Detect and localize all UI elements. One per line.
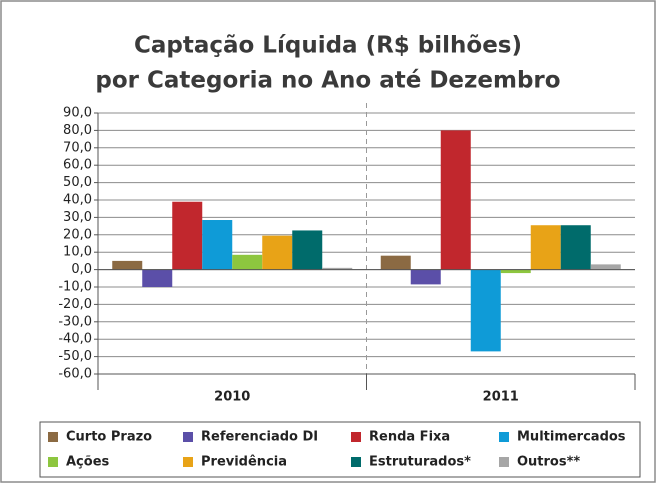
bar: [292, 230, 323, 270]
bar: [380, 255, 411, 270]
bar: [440, 130, 471, 270]
legend-swatch: [48, 432, 58, 442]
y-tick-label: -20,0: [58, 297, 92, 312]
legend-swatch: [183, 457, 193, 467]
chart-title: por Categoria no Ano até Dezembro: [95, 68, 560, 94]
y-tick-label: 10,0: [63, 245, 92, 260]
legend-label: Outros**: [517, 455, 580, 470]
y-tick-label: -10,0: [58, 280, 92, 295]
bar: [202, 220, 233, 270]
legend-swatch: [351, 457, 361, 467]
y-tick-label: -40,0: [58, 332, 92, 347]
bar: [232, 254, 263, 270]
y-tick-label: 90,0: [63, 106, 92, 121]
legend-label: Referenciado DI: [201, 430, 318, 445]
legend-swatch: [351, 432, 361, 442]
bar: [142, 269, 173, 287]
legend-label: Curto Prazo: [66, 430, 152, 445]
legend-box: [39, 421, 641, 478]
legend-swatch: [183, 432, 193, 442]
legend-label: Multimercados: [517, 430, 626, 445]
legend-swatch: [499, 457, 509, 467]
y-tick-label: 40,0: [63, 193, 92, 208]
bar: [470, 269, 501, 352]
bar: [530, 225, 561, 270]
y-tick-label: 50,0: [63, 175, 92, 190]
y-tick-label: -60,0: [58, 367, 92, 382]
x-tick-label: 2011: [483, 390, 519, 405]
y-tick-label: 60,0: [63, 158, 92, 173]
bar: [590, 264, 621, 270]
y-tick-label: 0,0: [71, 262, 92, 277]
y-tick-label: 20,0: [63, 227, 92, 242]
y-tick-label: 30,0: [63, 210, 92, 225]
legend-swatch: [499, 432, 509, 442]
bar: [322, 267, 353, 270]
legend-label: Ações: [66, 455, 110, 470]
x-tick-label: 2010: [214, 390, 250, 405]
bar: [112, 260, 143, 270]
legend-label: Estruturados*: [369, 455, 471, 470]
legend-label: Previdência: [201, 455, 287, 470]
chart-title: Captação Líquida (R$ bilhões): [134, 33, 522, 59]
bar: [172, 201, 203, 270]
legend-label: Renda Fixa: [369, 430, 450, 445]
bar: [560, 225, 591, 270]
bar: [500, 269, 531, 274]
y-tick-label: 70,0: [63, 140, 92, 155]
legend-swatch: [48, 457, 58, 467]
bar: [262, 235, 293, 270]
y-tick-label: -50,0: [58, 349, 92, 364]
y-tick-label: 80,0: [63, 123, 92, 138]
y-tick-label: -30,0: [58, 314, 92, 329]
bar: [410, 269, 441, 285]
